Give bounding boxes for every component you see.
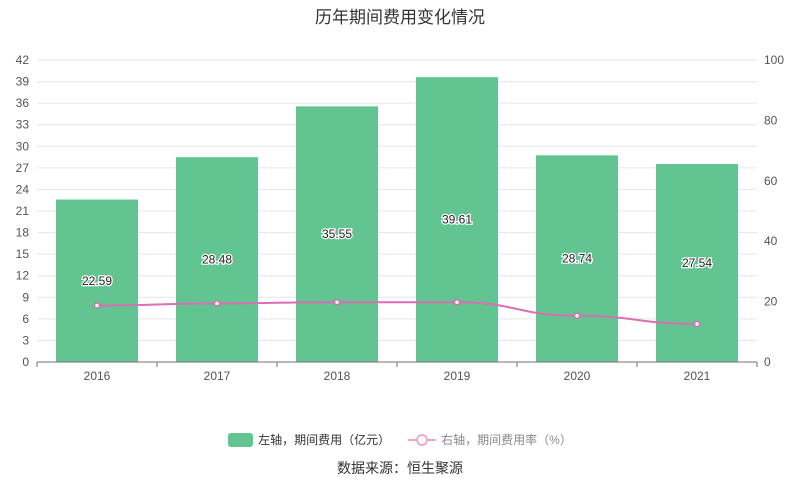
y-right-tick-label: 80 bbox=[764, 113, 778, 127]
y-left-tick-label: 39 bbox=[16, 75, 30, 89]
bar bbox=[296, 106, 378, 362]
legend: 左轴，期间费用（亿元） 右轴，期间费用率（%） bbox=[0, 431, 800, 448]
y-left-tick-label: 36 bbox=[16, 96, 30, 110]
legend-swatch-line bbox=[408, 433, 437, 446]
x-tick-label: 2018 bbox=[324, 369, 351, 383]
y-left-tick-label: 24 bbox=[16, 182, 30, 196]
y-left-tick-label: 12 bbox=[16, 269, 30, 283]
bar bbox=[56, 199, 138, 362]
bar-series: 22.59 28.48 35.55 39.61 28.74 27.54 bbox=[56, 77, 738, 362]
y-left-tick-label: 6 bbox=[22, 312, 29, 326]
y-left-tick-label: 30 bbox=[16, 139, 30, 153]
y-right-tick-label: 20 bbox=[764, 295, 778, 309]
bar bbox=[176, 157, 258, 362]
y-left-tick-label: 18 bbox=[16, 226, 30, 240]
y-left-tick-label: 9 bbox=[22, 290, 29, 304]
y-left-tick-label: 3 bbox=[22, 333, 29, 347]
legend-item-line[interactable]: 右轴，期间费用率（%） bbox=[408, 431, 572, 448]
data-source: 数据来源：恒生聚源 bbox=[337, 460, 463, 476]
x-tick-label: 2021 bbox=[684, 369, 711, 383]
axes: 0369121518212427303336394202040608010020… bbox=[16, 53, 785, 383]
chart-title: 历年期间费用变化情况 bbox=[315, 8, 485, 27]
y-left-tick-label: 15 bbox=[16, 247, 30, 261]
bar bbox=[536, 155, 618, 362]
line-point bbox=[333, 298, 341, 306]
legend-label-line: 右轴，期间费用率（%） bbox=[441, 433, 572, 447]
legend-label-bar: 左轴，期间费用（亿元） bbox=[258, 433, 391, 447]
x-tick-label: 2019 bbox=[444, 369, 471, 383]
bar-data-label: 28.74 bbox=[562, 252, 592, 266]
y-right-tick-label: 60 bbox=[764, 174, 778, 188]
y-left-tick-label: 33 bbox=[16, 118, 30, 132]
x-tick-label: 2016 bbox=[84, 369, 111, 383]
line-point bbox=[573, 312, 581, 320]
y-left-tick-label: 21 bbox=[16, 204, 30, 218]
line-point bbox=[693, 320, 701, 328]
grid-lines bbox=[37, 59, 757, 341]
bar bbox=[656, 163, 738, 362]
line-path bbox=[96, 301, 698, 325]
bar-data-label: 28.48 bbox=[202, 253, 232, 267]
bar-data-label: 22.59 bbox=[82, 274, 112, 288]
x-tick-label: 2017 bbox=[204, 369, 231, 383]
line-point bbox=[453, 298, 461, 306]
y-left-tick-label: 27 bbox=[16, 161, 30, 175]
line-point bbox=[213, 300, 221, 307]
y-right-tick-label: 0 bbox=[764, 355, 771, 369]
legend-swatch-bar bbox=[228, 432, 254, 447]
y-right-tick-label: 100 bbox=[764, 53, 784, 67]
y-right-tick-label: 40 bbox=[764, 234, 778, 248]
x-tick-label: 2020 bbox=[564, 369, 591, 383]
y-left-tick-label: 42 bbox=[16, 53, 30, 67]
line-series bbox=[93, 298, 701, 328]
bar-data-label: 39.61 bbox=[442, 213, 472, 227]
line-point bbox=[93, 302, 101, 309]
legend-item-bar[interactable]: 左轴，期间费用（亿元） bbox=[228, 431, 390, 448]
bar bbox=[416, 77, 498, 362]
bar-data-label: 35.55 bbox=[322, 227, 352, 241]
y-left-tick-label: 0 bbox=[22, 355, 29, 369]
bar-data-label: 27.54 bbox=[682, 256, 712, 270]
